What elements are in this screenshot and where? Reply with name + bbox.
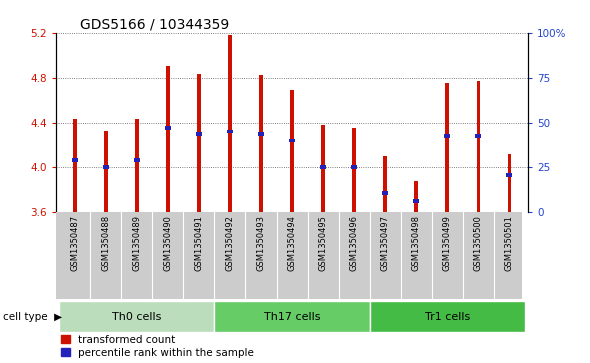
- Bar: [134, 158, 140, 162]
- Text: GSM1350492: GSM1350492: [225, 215, 234, 271]
- Text: GSM1350496: GSM1350496: [350, 215, 359, 271]
- Text: GSM1350494: GSM1350494: [287, 215, 297, 271]
- Bar: [258, 132, 264, 136]
- Bar: [507, 154, 512, 212]
- Text: GSM1350489: GSM1350489: [132, 215, 141, 271]
- Bar: [370, 301, 525, 332]
- Bar: [73, 119, 77, 212]
- Bar: [227, 130, 233, 134]
- Bar: [103, 166, 109, 170]
- Text: GSM1350487: GSM1350487: [70, 215, 79, 271]
- Bar: [444, 134, 450, 138]
- Bar: [228, 35, 232, 212]
- Bar: [289, 139, 295, 142]
- Bar: [384, 156, 387, 212]
- Bar: [72, 158, 78, 162]
- Text: Tr1 cells: Tr1 cells: [425, 312, 470, 322]
- Bar: [59, 301, 214, 332]
- Bar: [166, 66, 170, 212]
- Bar: [352, 128, 356, 212]
- Text: Th0 cells: Th0 cells: [112, 312, 162, 322]
- Text: GSM1350493: GSM1350493: [257, 215, 266, 271]
- Bar: [196, 132, 202, 136]
- Bar: [290, 90, 294, 212]
- Text: GSM1350495: GSM1350495: [319, 215, 327, 271]
- Bar: [104, 131, 107, 212]
- Bar: [414, 181, 418, 212]
- Text: GSM1350491: GSM1350491: [194, 215, 204, 271]
- Bar: [197, 74, 201, 212]
- Bar: [320, 166, 326, 170]
- Bar: [351, 166, 357, 170]
- Text: GSM1350499: GSM1350499: [443, 215, 452, 271]
- Bar: [477, 81, 480, 212]
- Text: GDS5166 / 10344359: GDS5166 / 10344359: [80, 17, 229, 32]
- Bar: [321, 125, 325, 212]
- Bar: [506, 173, 512, 177]
- Text: GSM1350498: GSM1350498: [412, 215, 421, 271]
- Text: GSM1350488: GSM1350488: [101, 215, 110, 271]
- Bar: [135, 119, 139, 212]
- Bar: [382, 191, 388, 195]
- Text: Th17 cells: Th17 cells: [264, 312, 320, 322]
- Bar: [445, 83, 449, 212]
- Legend: transformed count, percentile rank within the sample: transformed count, percentile rank withi…: [61, 335, 254, 358]
- Text: GSM1350500: GSM1350500: [474, 215, 483, 271]
- Bar: [165, 126, 171, 130]
- Text: GSM1350490: GSM1350490: [163, 215, 172, 271]
- Text: GSM1350497: GSM1350497: [381, 215, 390, 271]
- Bar: [476, 134, 481, 138]
- Text: cell type  ▶: cell type ▶: [3, 312, 62, 322]
- Bar: [413, 199, 419, 203]
- Bar: [259, 76, 263, 212]
- Bar: [214, 301, 370, 332]
- Text: GSM1350501: GSM1350501: [505, 215, 514, 271]
